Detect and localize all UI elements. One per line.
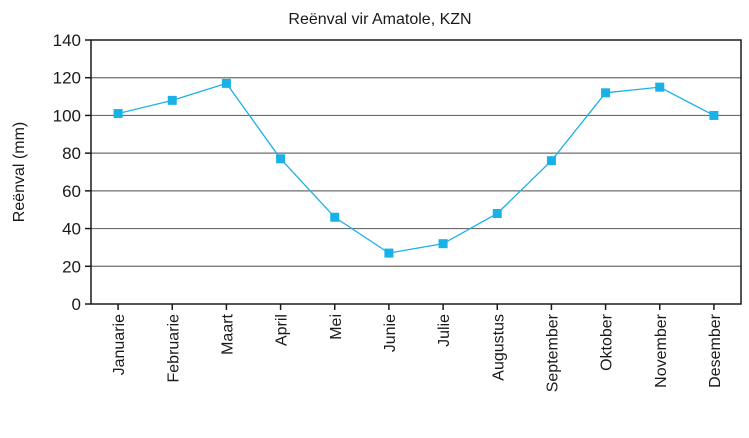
data-point-april [276, 154, 286, 164]
x-tick-label-november: November [653, 313, 670, 387]
x-tick-label-desember: Desember [707, 313, 724, 387]
y-axis-label: Reënval (mm) [11, 122, 28, 222]
y-tick-label-140: 140 [53, 31, 81, 50]
y-tick-label-120: 120 [53, 69, 81, 88]
y-tick-label-0: 0 [72, 295, 81, 314]
x-tick-label-mei: Mei [328, 314, 345, 340]
chart-title: Reënval vir Amatole, KZN [288, 11, 471, 28]
x-tick-label-maart: Maart [219, 313, 236, 354]
data-point-augustus [492, 208, 502, 218]
data-point-mei [330, 212, 340, 222]
x-tick-label-februarie: Februarie [165, 314, 182, 383]
data-point-november [655, 82, 665, 92]
y-tick-label-40: 40 [62, 220, 81, 239]
x-tick-label-augustus: Augustus [490, 314, 507, 381]
x-tick-label-julie: Julie [436, 314, 453, 347]
data-point-junie [384, 248, 394, 258]
x-tick-label-junie: Junie [382, 314, 399, 352]
series-line [117, 82, 715, 254]
x-tick-label-april: April [274, 314, 291, 346]
data-point-februarie [167, 95, 177, 105]
x-tick-label-oktober: Oktober [599, 313, 616, 371]
y-tick-label-60: 60 [62, 182, 81, 201]
data-point-maart [221, 78, 231, 88]
y-tick-label-100: 100 [53, 106, 81, 125]
data-point-desember [709, 110, 719, 120]
plot-area-frame [90, 39, 742, 305]
x-tick-labels: Januarie Februarie Maart April Mei Junie Julie… [111, 304, 724, 392]
data-point-oktober [601, 88, 611, 98]
rainfall-series [113, 78, 719, 258]
data-point-september [546, 156, 556, 166]
x-tick-label-september: September [544, 313, 561, 392]
x-tick-label-januarie: Januarie [111, 314, 128, 375]
y-tick-label-80: 80 [62, 144, 81, 163]
data-point-julie [438, 239, 448, 249]
data-point-januarie [113, 109, 123, 119]
gridlines [85, 39, 741, 305]
y-tick-labels: 0 20 40 60 80 100 120 140 [53, 31, 81, 314]
y-tick-label-20: 20 [62, 257, 81, 276]
